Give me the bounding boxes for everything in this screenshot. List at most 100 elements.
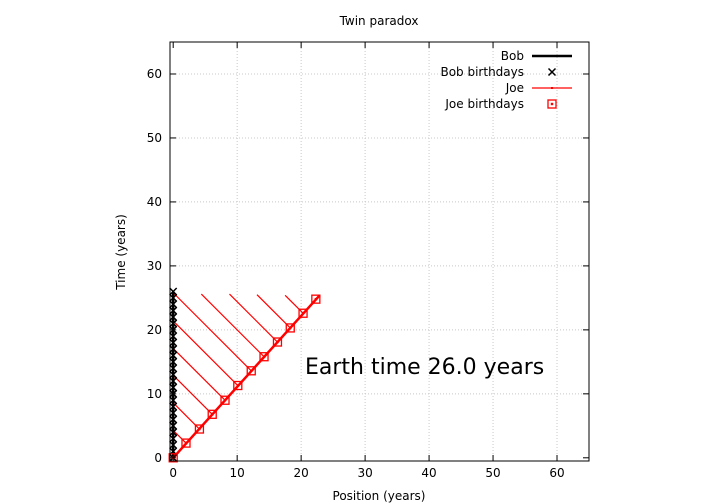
legend-label: Joe xyxy=(505,81,524,95)
bob-birthday-marker xyxy=(169,434,178,443)
joe-signal-line xyxy=(256,294,291,329)
cross-stroke xyxy=(169,383,178,392)
cross-stroke xyxy=(169,332,178,341)
square-outer xyxy=(168,453,178,463)
grid xyxy=(170,42,589,461)
y-tick-label: 10 xyxy=(147,387,162,401)
x-tick-label: 60 xyxy=(549,466,564,480)
joe-birthday-marker xyxy=(233,380,243,391)
x-tick-label: 30 xyxy=(357,466,372,480)
bob-birthday-marker xyxy=(169,377,178,386)
cross-stroke xyxy=(169,415,178,424)
cross-stroke xyxy=(169,421,178,430)
joe-birthday-marker xyxy=(272,337,283,347)
square-dot xyxy=(262,355,266,358)
square-outer xyxy=(181,438,191,448)
square-outer xyxy=(298,308,308,318)
square-outer xyxy=(246,366,256,376)
square-dot xyxy=(211,413,214,416)
x-tick-label: 50 xyxy=(485,466,500,480)
joe-birthday-marker xyxy=(285,323,295,333)
legend-label: Joe birthdays xyxy=(444,97,524,111)
joe-signal-line xyxy=(172,292,252,372)
cross-stroke xyxy=(169,338,178,347)
bob-birthday-marker xyxy=(169,421,178,430)
earth-time-annotation: Earth time 26.0 years xyxy=(305,355,544,380)
bob-birthday-marker xyxy=(169,402,178,411)
square-dot xyxy=(184,441,188,445)
square-outer xyxy=(311,294,321,304)
square-dot xyxy=(198,427,201,431)
cross-stroke xyxy=(169,313,178,322)
joe-signal-line xyxy=(284,294,304,314)
legend-cross-swatch xyxy=(547,67,557,77)
legend-label: Bob xyxy=(501,49,524,63)
legend: Bob Bob birthdays Joe Joe birthdays xyxy=(440,49,572,111)
bob-birthday-marker xyxy=(169,396,178,405)
bob-birthday-marker xyxy=(169,300,178,309)
square-dot xyxy=(223,399,227,402)
cross-stroke xyxy=(169,434,178,443)
cross-stroke xyxy=(169,300,178,309)
cross-stroke xyxy=(169,293,178,302)
joe-signal-line xyxy=(200,293,265,358)
y-axis-label: Time (years) xyxy=(114,214,128,291)
square-outer xyxy=(194,424,205,434)
square-outer xyxy=(259,352,269,362)
y-tick-label: 0 xyxy=(154,451,162,465)
bob-birthday-marker xyxy=(169,293,178,302)
cross-stroke xyxy=(169,440,178,450)
y-tick-label: 20 xyxy=(147,323,162,337)
bob-birthday-marker xyxy=(169,383,178,392)
joe-birthday-marker xyxy=(311,294,321,304)
bob-birthday-marker xyxy=(169,440,178,450)
cross-stroke xyxy=(169,287,178,296)
square-dot xyxy=(250,369,253,373)
cross-stroke xyxy=(169,357,178,366)
cross-stroke xyxy=(169,396,178,405)
square-dot xyxy=(276,340,279,344)
bob-birthday-marker xyxy=(169,287,178,296)
bob-birthday-marker xyxy=(169,306,178,315)
joe-signal-line xyxy=(172,429,187,444)
joe-birthday-marker xyxy=(246,366,256,376)
square-outer xyxy=(547,99,557,109)
joe-worldline xyxy=(172,294,321,459)
bob-birthday-marker xyxy=(169,345,178,354)
joe-birthday-marker xyxy=(207,409,217,419)
cross-stroke xyxy=(169,377,178,386)
bob-birthday-marker xyxy=(169,357,178,366)
square-outer xyxy=(233,380,243,391)
joe-birthday-marker xyxy=(220,395,230,405)
bob-birthday-marker xyxy=(169,351,178,360)
bob-birthday-marker xyxy=(169,319,178,328)
joe-signal-line xyxy=(172,320,239,386)
cross-stroke xyxy=(169,306,178,315)
square-dot xyxy=(314,297,318,301)
joe-signal-line xyxy=(229,293,278,343)
x-tick-label: 10 xyxy=(230,466,245,480)
cross-stroke xyxy=(169,345,178,354)
joe-signal-line xyxy=(172,374,213,415)
square-dot xyxy=(550,102,554,106)
square-outer xyxy=(220,395,230,405)
plot-data xyxy=(168,287,321,463)
legend-label: Bob birthdays xyxy=(440,65,524,79)
bob-birthday-marker xyxy=(169,313,178,322)
joe-birthday-marker xyxy=(181,438,191,448)
cross-stroke xyxy=(547,67,557,77)
cross-stroke xyxy=(169,402,178,411)
bob-birthday-marker xyxy=(169,370,178,379)
cross-stroke xyxy=(169,428,178,437)
legend-square-swatch xyxy=(547,99,557,109)
joe-signal-line xyxy=(172,347,226,401)
bob-birthday-marker xyxy=(169,364,178,373)
square-dot xyxy=(236,384,240,387)
square-outer xyxy=(207,409,217,419)
x-tick-label: 0 xyxy=(169,466,177,480)
chart-title: Twin paradox xyxy=(339,14,419,28)
cross-stroke xyxy=(169,408,178,418)
bob-birthday-marker xyxy=(169,415,178,424)
y-tick-label: 60 xyxy=(147,67,162,81)
